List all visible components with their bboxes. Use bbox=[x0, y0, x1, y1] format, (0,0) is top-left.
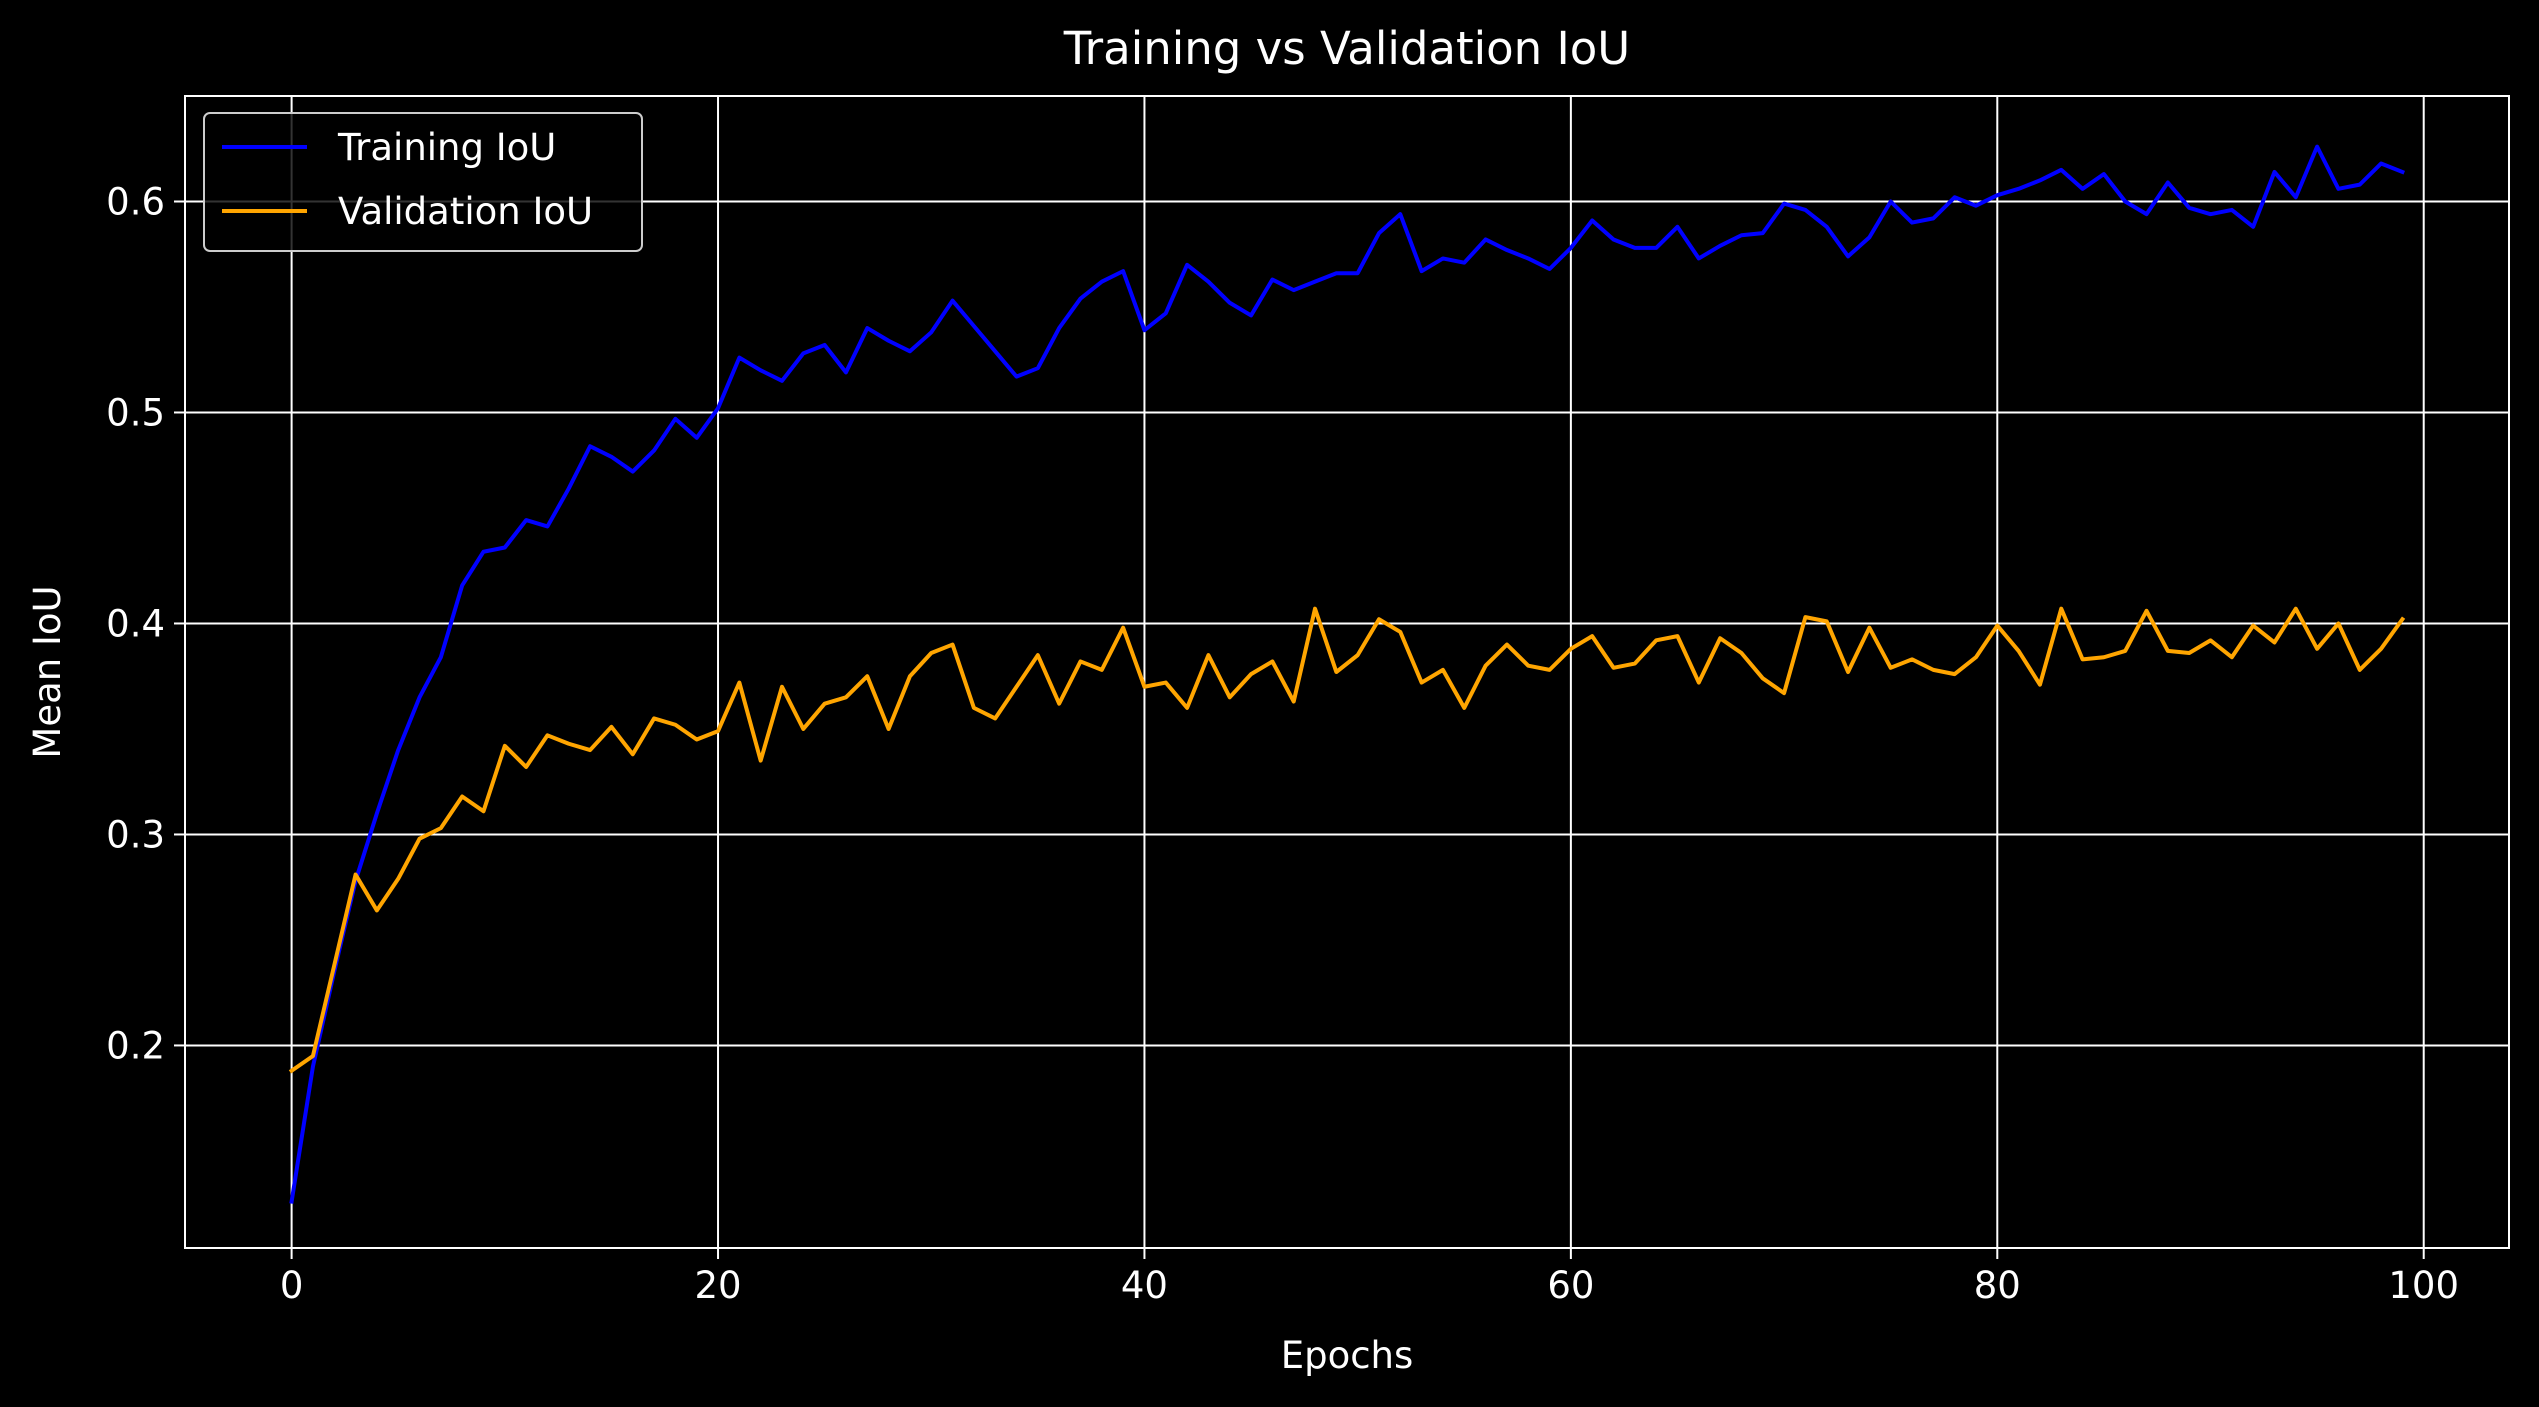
legend-label-training: Training IoU bbox=[337, 126, 556, 169]
x-tick-label: 0 bbox=[280, 1264, 304, 1307]
x-tick-label: 80 bbox=[1974, 1264, 2021, 1307]
x-tick-label: 40 bbox=[1121, 1264, 1168, 1307]
y-tick-label: 0.4 bbox=[106, 602, 165, 645]
series-line-training bbox=[289, 144, 2405, 1204]
x-tick-label: 20 bbox=[694, 1264, 741, 1307]
chart-title: Training vs Validation IoU bbox=[1063, 22, 1631, 75]
x-axis-label: Epochs bbox=[1281, 1334, 1414, 1377]
y-tick-label: 0.6 bbox=[106, 180, 165, 223]
y-tick-label: 0.2 bbox=[106, 1024, 165, 1067]
grid bbox=[185, 96, 2509, 1248]
series-line-validation bbox=[288, 606, 2406, 1074]
x-tick-label: 60 bbox=[1547, 1264, 1594, 1307]
legend: Training IoU Validation IoU bbox=[203, 112, 643, 252]
legend-box bbox=[203, 112, 643, 252]
y-tick-label: 0.5 bbox=[106, 391, 165, 434]
y-tick-label: 0.3 bbox=[106, 813, 165, 856]
y-axis-label: Mean IoU bbox=[26, 585, 69, 758]
series-lines bbox=[288, 144, 2406, 1204]
legend-label-validation: Validation IoU bbox=[338, 190, 593, 233]
plot-frame bbox=[184, 95, 2510, 1249]
axis-ticks: 0 20 40 60 80 100 0.2 0.3 0.4 0.5 0.6 bbox=[106, 180, 2459, 1307]
x-tick-label: 100 bbox=[2388, 1264, 2459, 1307]
